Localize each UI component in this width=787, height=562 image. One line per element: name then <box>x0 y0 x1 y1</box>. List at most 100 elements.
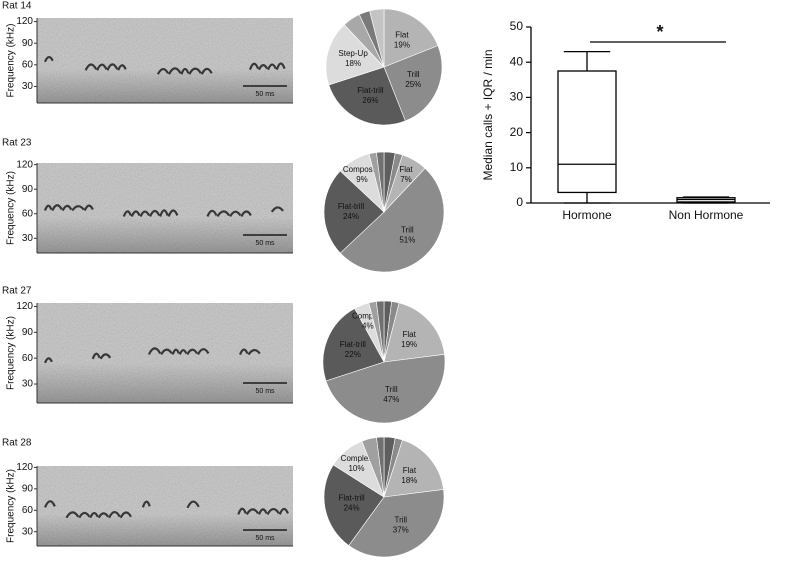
call-contour <box>99 353 112 360</box>
call-contour <box>119 511 132 519</box>
call-contour <box>247 349 261 356</box>
pie-slice <box>325 24 385 86</box>
panel-title: Rat 28 <box>2 438 32 449</box>
slice-label: Flat <box>403 466 417 475</box>
slice-label: Trill <box>407 70 420 79</box>
y-axis-label: Median calls + IQR / min <box>481 49 495 180</box>
call-contour <box>168 67 182 75</box>
panel-title: Rat 23 <box>2 138 32 149</box>
call-contour <box>83 204 94 212</box>
call-contour <box>239 348 249 356</box>
call-contour <box>159 209 169 217</box>
slice-value: 51% <box>399 235 415 244</box>
scale-label: 50 ms <box>255 91 275 98</box>
slice-value: 47% <box>383 395 399 404</box>
call-contour <box>130 210 141 217</box>
slice-value: 25% <box>405 80 421 89</box>
slice-value: 7% <box>400 175 412 184</box>
slice-label: Trill <box>401 225 414 234</box>
call-contour <box>186 348 198 355</box>
call-contour <box>106 63 119 71</box>
call-contour <box>149 209 161 217</box>
slice-label: Flat <box>402 330 416 339</box>
y-axis-label: Frequency (kHz) <box>6 469 17 543</box>
scale-label: 50 ms <box>255 240 275 247</box>
call-contour <box>258 508 268 515</box>
pie-slice <box>322 308 385 382</box>
slice-value: 22% <box>345 350 361 359</box>
call-contour <box>278 507 289 515</box>
slice-label: Flat <box>399 165 413 174</box>
y-tick-label: 60 <box>22 353 34 364</box>
call-contour <box>147 347 162 355</box>
slice-label: Composite <box>343 165 382 174</box>
pie-slice <box>383 439 444 498</box>
y-tick-label: 0 <box>516 195 523 209</box>
slice-label: Flat-trill <box>340 340 366 349</box>
scale-label: 50 ms <box>255 535 275 542</box>
call-contour <box>65 511 80 519</box>
call-contour <box>43 55 54 63</box>
slice-value: 18% <box>345 59 361 68</box>
slice-label: Complex <box>352 311 384 320</box>
y-tick-label: 10 <box>510 160 524 174</box>
call-contour <box>61 204 73 212</box>
call-contour <box>96 63 108 71</box>
call-contour <box>141 500 151 508</box>
y-tick-label: 30 <box>22 379 34 390</box>
slice-value: 18% <box>401 476 417 485</box>
pie-slice <box>328 66 406 126</box>
y-tick-label: 90 <box>22 327 34 338</box>
pie-slice <box>383 8 439 68</box>
panel-title: Rat 14 <box>2 1 32 12</box>
y-axis-label: Frequency (kHz) <box>6 24 17 98</box>
call-contour <box>258 64 269 71</box>
y-tick-label: 30 <box>22 526 34 537</box>
call-contour <box>122 210 132 217</box>
call-contour <box>245 508 260 516</box>
call-contour <box>51 204 63 212</box>
call-contour <box>180 67 190 75</box>
pie-slice <box>369 8 385 68</box>
pie-slice <box>376 300 385 363</box>
slice-value: 4% <box>362 321 374 330</box>
slice-value: 24% <box>343 212 359 221</box>
y-tick-label: 120 <box>16 159 33 170</box>
y-tick-label: 90 <box>22 184 34 195</box>
call-contour <box>89 511 99 519</box>
y-tick-label: 60 <box>22 59 34 70</box>
call-contour <box>206 209 218 217</box>
slice-value: 9% <box>356 175 368 184</box>
slice-label: Flat-trill <box>338 202 364 211</box>
pie-slice <box>323 170 385 254</box>
y-tick-label: 60 <box>22 208 34 219</box>
call-contour <box>71 205 85 212</box>
pie-slice <box>325 354 446 424</box>
x-tick-label: Hormone <box>562 208 612 222</box>
call-contour <box>160 348 173 356</box>
call-contour <box>117 64 127 71</box>
y-tick-label: 120 <box>16 462 33 473</box>
slice-label: Flat <box>395 31 409 40</box>
slice-value: 24% <box>344 503 360 512</box>
scale-label: 50 ms <box>255 388 275 395</box>
call-contour <box>97 512 109 519</box>
call-contour <box>43 357 53 364</box>
significance-mark: * <box>656 22 663 42</box>
call-contour <box>267 63 277 71</box>
call-contour <box>197 348 210 355</box>
call-contour <box>43 500 56 508</box>
call-contour <box>43 204 53 211</box>
pie-slice <box>348 489 445 558</box>
y-tick-label: 30 <box>510 90 524 104</box>
slice-value: 10% <box>348 464 364 473</box>
y-tick-label: 90 <box>22 483 34 494</box>
pie-slice <box>339 167 445 273</box>
pie-slice <box>323 464 385 546</box>
call-contour <box>270 206 284 213</box>
pie-slice <box>376 151 385 213</box>
y-tick-label: 50 <box>510 19 524 33</box>
pie-slice <box>383 45 443 122</box>
y-axis-label: Frequency (kHz) <box>6 316 17 390</box>
